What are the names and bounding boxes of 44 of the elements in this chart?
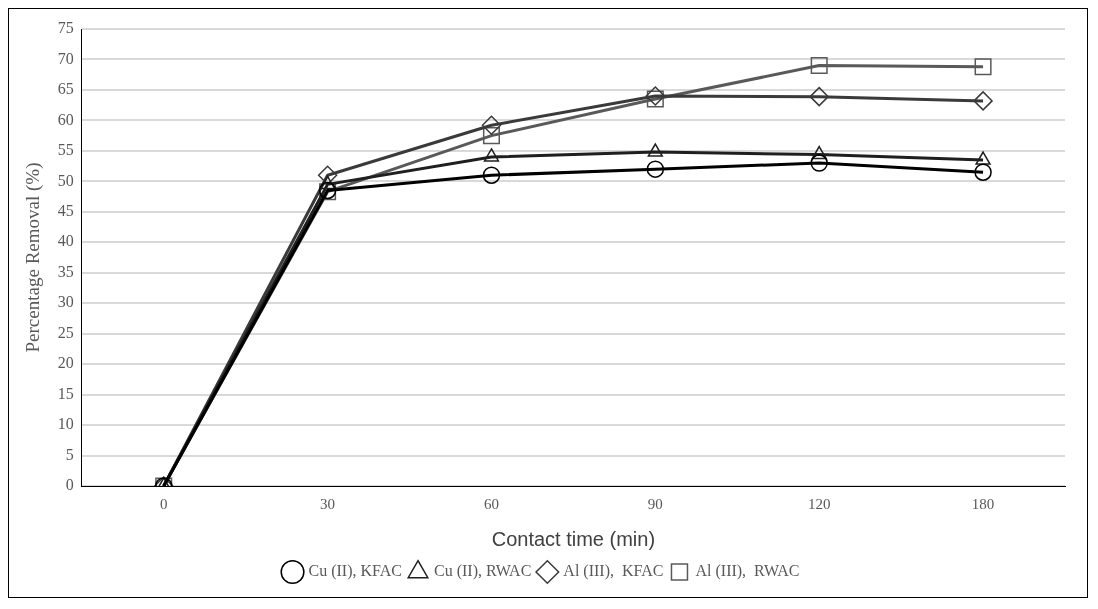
x-axis-title: Contact time (min): [491, 527, 656, 550]
point: [317, 165, 338, 185]
x-tick-label: 60: [483, 495, 499, 512]
y-tick-label: 0: [65, 476, 74, 494]
y-tick-label: 75: [57, 19, 74, 37]
point: [973, 91, 993, 111]
point: [483, 148, 500, 162]
legend-label: Al (III), KFAC: [563, 562, 664, 581]
x-tick-label: 30: [320, 495, 336, 512]
point: [319, 175, 336, 190]
point: [810, 57, 828, 75]
x-tick-label: 90: [647, 495, 663, 512]
point: [810, 154, 828, 172]
point: [647, 143, 664, 157]
legend-label: Cu (II), RWAC: [434, 562, 532, 581]
y-tick-label: 20: [57, 354, 74, 372]
y-tick-label: 15: [57, 384, 74, 402]
y-tick-label: 40: [57, 232, 74, 250]
y-tick-label: 25: [57, 323, 74, 341]
point: [482, 127, 500, 145]
point: [481, 115, 502, 136]
y-tick-label: 10: [57, 415, 74, 433]
point: [974, 58, 992, 76]
y-tick-label: 70: [57, 49, 74, 67]
y-axis-title: Percentage Removal (%): [22, 162, 45, 353]
point: [974, 163, 992, 181]
legend-label: Cu (II), KFAC: [308, 562, 403, 581]
y-tick-label: 50: [57, 171, 74, 189]
y-tick-label: 60: [57, 110, 74, 128]
y-tick-label: 5: [65, 445, 74, 463]
y-tick-label: 65: [57, 80, 74, 98]
point: [809, 86, 829, 107]
legend-label: Al (III), RWAC: [695, 562, 800, 581]
y-tick-label: 55: [57, 141, 74, 159]
point: [811, 145, 827, 160]
point: [482, 166, 501, 184]
x-tick-label: 180: [971, 495, 995, 512]
x-tick-label: 0: [159, 495, 168, 512]
y-tick-label: 35: [57, 262, 74, 280]
y-tick-label: 45: [57, 202, 74, 219]
x-tick-label: 120: [807, 495, 831, 512]
point: [975, 151, 991, 165]
y-tick-label: 30: [57, 293, 74, 311]
point: [646, 160, 665, 178]
